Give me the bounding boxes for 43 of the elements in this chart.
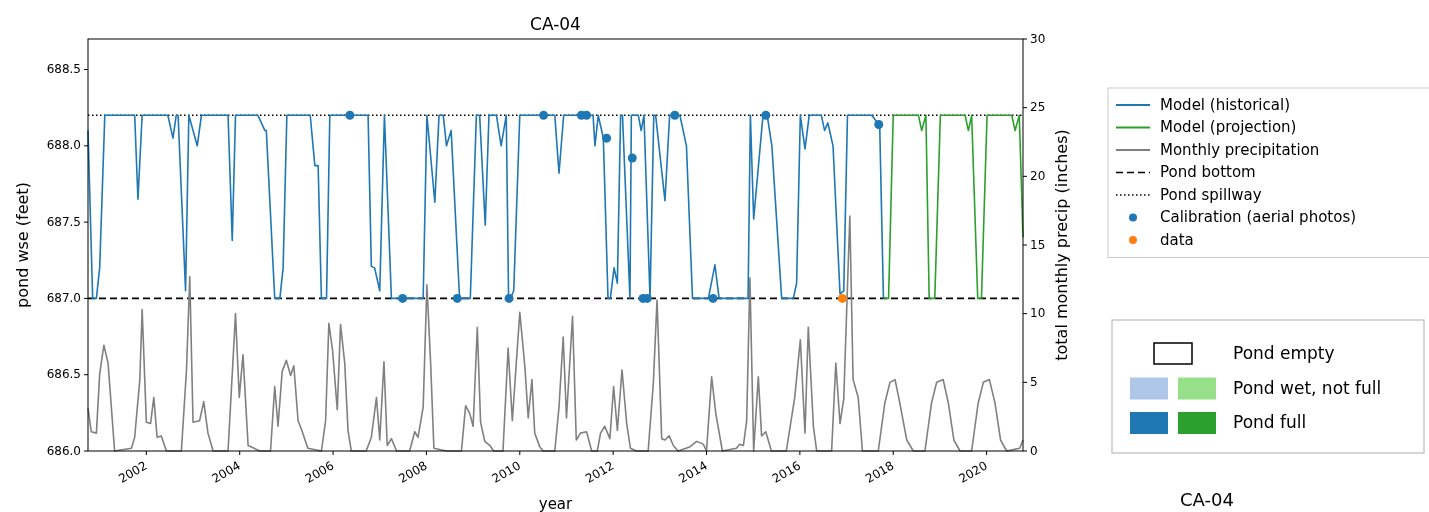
chart-title: CA-04 — [530, 14, 581, 34]
y-tick-label: 686.0 — [46, 443, 81, 458]
y2-tick-label: 10 — [1030, 306, 1046, 321]
y2-axis-title: total monthly precip (inches) — [1052, 129, 1071, 361]
y2-tick-label: 20 — [1030, 168, 1046, 183]
y2-tick-label: 5 — [1030, 374, 1038, 389]
line-series — [87, 215, 1024, 452]
legend-label: Calibration (aerial photos) — [1160, 208, 1357, 226]
point — [582, 110, 592, 120]
y2-tick-label: 25 — [1030, 100, 1046, 115]
y2-tick-label: 15 — [1030, 237, 1046, 252]
legend-label: Monthly precipitation — [1160, 140, 1320, 159]
point — [398, 293, 408, 303]
legend-label: Pond spillway — [1160, 185, 1262, 204]
y-tick-label: 688.0 — [46, 138, 81, 153]
point — [627, 153, 637, 163]
point — [539, 110, 549, 120]
point — [452, 293, 462, 303]
point — [504, 293, 514, 303]
point — [708, 293, 718, 303]
y-tick-label: 687.0 — [46, 290, 81, 305]
line-series — [882, 114, 1024, 300]
point — [874, 119, 884, 129]
legend-label: data — [1160, 230, 1194, 249]
legend-label: Model (historical) — [1160, 95, 1290, 114]
point — [602, 133, 612, 143]
x-axis-title: year — [538, 495, 574, 512]
y2-tick-label: 0 — [1030, 443, 1038, 458]
y-tick-label: 688.5 — [46, 62, 81, 77]
y2-tick-label: 30 — [1030, 31, 1046, 46]
text: CA-04 — [1180, 489, 1234, 510]
legend-label: Model (projection) — [1160, 118, 1297, 136]
y-tick-label: 687.5 — [46, 214, 81, 229]
y-tick-label: 686.5 — [46, 367, 81, 382]
text: Pond empty — [1233, 343, 1335, 363]
point — [837, 293, 847, 303]
text: Pond full — [1233, 412, 1307, 432]
text: Pond wet, not full — [1233, 377, 1382, 398]
y-axis-title: pond wse (feet) — [13, 182, 32, 308]
point — [761, 110, 771, 120]
legend-label: Pond bottom — [1160, 163, 1256, 181]
point — [345, 110, 355, 120]
point — [670, 110, 680, 120]
